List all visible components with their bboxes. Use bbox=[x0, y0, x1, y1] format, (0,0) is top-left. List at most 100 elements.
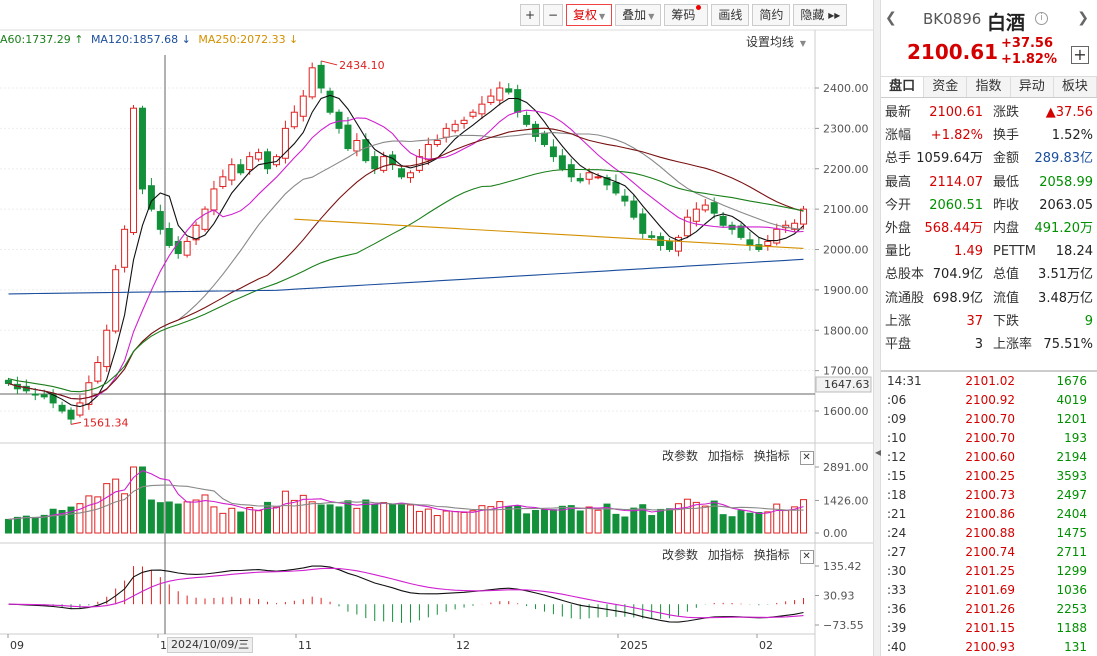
quote-value: 2114.07 bbox=[929, 174, 983, 190]
tick-time: :06 bbox=[887, 393, 907, 407]
quote-cell: 外盘 568.44万 bbox=[885, 217, 989, 240]
candle-body bbox=[138, 107, 146, 190]
quote-value: 3.51万亿 bbox=[1038, 267, 1093, 283]
tick-time: :18 bbox=[887, 488, 907, 502]
edit-params-button[interactable]: 改参数 bbox=[662, 449, 699, 463]
info-icon[interactable]: i bbox=[1035, 12, 1048, 25]
close-icon[interactable]: ✕ bbox=[799, 550, 814, 564]
quote-cell: 上涨 37 bbox=[885, 310, 989, 333]
ma250-label: MA250:2072.33 ↓ bbox=[198, 33, 299, 46]
candle-body bbox=[326, 90, 334, 113]
tick-row: :36 2101.26 2253 bbox=[881, 600, 1097, 619]
candle-body bbox=[40, 394, 48, 398]
candle-body bbox=[585, 172, 593, 180]
tick-volume: 1676 bbox=[1056, 374, 1087, 388]
panel-splitter[interactable]: ◀ bbox=[873, 0, 881, 656]
quote-row: 涨幅 +1.82% 换手 1.52% bbox=[885, 124, 1093, 147]
kline-chart[interactable]: 2400.00 2300.00 2200.00 2100.00 2000.00 1900.… bbox=[0, 0, 873, 656]
macd-dif-line bbox=[8, 565, 804, 623]
candle-body bbox=[219, 176, 227, 188]
chevron-down-icon: ▼ bbox=[648, 12, 655, 21]
yincang-button[interactable]: 隐藏 ▸▸ bbox=[793, 4, 848, 26]
vol-tick-label: 1426.00 bbox=[823, 494, 869, 507]
macd-tools: 改参数 加指标 换指标 ✕ bbox=[662, 546, 820, 564]
tick-volume: 2404 bbox=[1056, 507, 1087, 521]
candle-body bbox=[764, 240, 772, 246]
candle-body bbox=[210, 188, 218, 211]
double-chevron-right-icon: ▸▸ bbox=[828, 8, 841, 22]
tick-time: :40 bbox=[887, 640, 907, 654]
macd-tick-label: 30.93 bbox=[823, 590, 855, 603]
vol-tick-label: 2891.00 bbox=[823, 461, 869, 474]
huaxian-button[interactable]: 画线 bbox=[711, 4, 750, 26]
quote-row: 今开 2060.51 昨收 2063.05 bbox=[885, 194, 1093, 217]
volume-bar bbox=[523, 513, 531, 534]
tab-2[interactable]: 指数 bbox=[967, 77, 1011, 97]
quote-value: 1059.64万 bbox=[916, 151, 983, 167]
quote-value: 2063.05 bbox=[1039, 197, 1093, 213]
tab-1[interactable]: 资金 bbox=[924, 77, 968, 97]
quote-label: 总手 bbox=[885, 151, 912, 167]
diejia-button[interactable]: 叠加 ▼ bbox=[615, 4, 662, 26]
tick-volume: 1475 bbox=[1056, 526, 1087, 540]
volume-bar bbox=[192, 499, 200, 534]
tab-3[interactable]: 异动 bbox=[1010, 77, 1054, 97]
volume-bar bbox=[737, 510, 745, 534]
volume-bar bbox=[40, 514, 48, 534]
add-indicator-button[interactable]: 加指标 bbox=[707, 548, 744, 562]
collapse-arrow-icon[interactable]: ◀ bbox=[875, 448, 882, 457]
swap-indicator-button[interactable]: 换指标 bbox=[753, 548, 790, 562]
tick-time: :21 bbox=[887, 507, 907, 521]
ma-settings-button[interactable]: 设置均线 ▼ bbox=[746, 35, 806, 49]
add-watchlist-button[interactable]: + bbox=[1071, 46, 1089, 64]
x-tick-label: 1( bbox=[160, 639, 171, 652]
quote-label: 总值 bbox=[993, 267, 1020, 283]
tab-0[interactable]: 盘口 bbox=[881, 77, 925, 97]
candle-body bbox=[353, 139, 361, 152]
tick-volume: 1036 bbox=[1056, 583, 1087, 597]
price-tick-label: 2000.00 bbox=[823, 244, 869, 257]
candle-body bbox=[398, 168, 406, 178]
quote-value: 289.83亿 bbox=[1034, 151, 1094, 167]
fuquan-button[interactable]: 复权 ▼ bbox=[566, 4, 613, 26]
quote-label: 流通股 bbox=[885, 290, 925, 306]
swap-indicator-button[interactable]: 换指标 bbox=[753, 449, 790, 463]
candle-body bbox=[666, 240, 674, 251]
next-arrow-icon[interactable]: ❯ bbox=[1077, 10, 1089, 26]
ma60-label: A60:1737.29 ↑ bbox=[0, 33, 84, 46]
security-name: 白酒 bbox=[987, 12, 1026, 34]
candle-body bbox=[478, 103, 486, 115]
candle-body bbox=[246, 156, 254, 171]
candle-body bbox=[389, 154, 397, 166]
quote-cell: 上涨率 75.51% bbox=[989, 333, 1093, 356]
tick-row: :21 2100.86 2404 bbox=[881, 505, 1097, 524]
volume-bar bbox=[594, 509, 602, 534]
candle-body bbox=[362, 139, 370, 162]
volume-bar bbox=[13, 516, 21, 534]
volume-bar bbox=[630, 507, 638, 534]
edit-params-button[interactable]: 改参数 bbox=[662, 548, 699, 562]
quote-cell: 量比 1.49 bbox=[885, 240, 989, 263]
volume-bar bbox=[290, 499, 298, 534]
candle-body bbox=[523, 114, 531, 125]
candle-body bbox=[112, 269, 120, 332]
add-indicator-button[interactable]: 加指标 bbox=[707, 449, 744, 463]
quote-cell: 总值 3.51万亿 bbox=[989, 263, 1093, 286]
ma-legend: A60:1737.29 ↑ MA120:1857.68 ↓ MA250:2072… bbox=[0, 33, 302, 46]
chouma-button[interactable]: 筹码 bbox=[664, 4, 709, 26]
quote-row: 最新 2100.61 涨跌 ▲37.56 bbox=[885, 101, 1093, 124]
close-icon[interactable]: ✕ bbox=[799, 451, 814, 465]
volume-bar bbox=[308, 501, 316, 534]
tick-time: :15 bbox=[887, 469, 907, 483]
zoom-out-button[interactable]: − bbox=[543, 4, 563, 26]
tab-4[interactable]: 板块 bbox=[1053, 77, 1097, 97]
panel-tabs: 盘口 资金 指数 异动 板块 bbox=[881, 76, 1097, 98]
prev-arrow-icon[interactable]: ❮ bbox=[885, 10, 897, 26]
zoom-in-button[interactable]: + bbox=[520, 4, 540, 26]
quote-cell: 内盘 491.20万 bbox=[989, 217, 1093, 240]
quote-label: 平盘 bbox=[885, 336, 912, 352]
tick-row: :24 2100.88 1475 bbox=[881, 524, 1097, 543]
candle-body bbox=[183, 240, 191, 256]
jianyue-button[interactable]: 简约 bbox=[752, 4, 791, 26]
candle-body bbox=[576, 177, 584, 182]
